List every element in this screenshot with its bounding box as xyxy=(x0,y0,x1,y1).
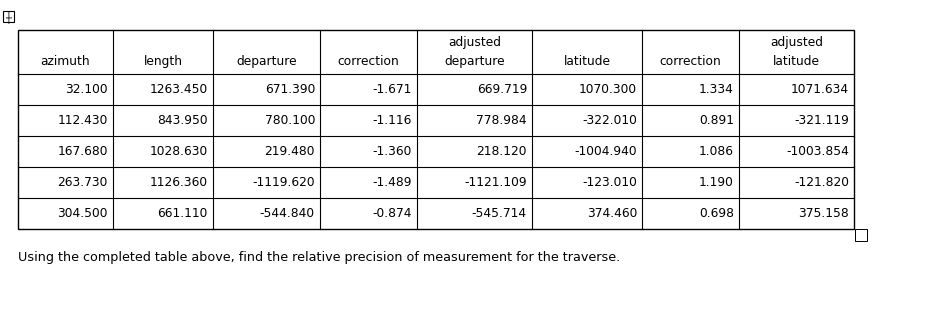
Text: -1003.854: -1003.854 xyxy=(786,145,849,158)
Text: 219.480: 219.480 xyxy=(264,145,315,158)
Text: 374.460: 374.460 xyxy=(587,207,637,220)
Text: 112.430: 112.430 xyxy=(58,114,108,127)
Text: 780.100: 780.100 xyxy=(264,114,315,127)
Text: departure: departure xyxy=(236,55,297,68)
Text: adjusted: adjusted xyxy=(448,36,501,49)
Bar xyxy=(3,11,14,22)
Text: correction: correction xyxy=(338,55,399,68)
Text: 0.891: 0.891 xyxy=(699,114,734,127)
Text: Using the completed table above, find the relative precision of measurement for : Using the completed table above, find th… xyxy=(18,250,620,263)
Text: -1.489: -1.489 xyxy=(372,176,412,189)
Text: 1.334: 1.334 xyxy=(699,83,734,96)
Text: -1.116: -1.116 xyxy=(372,114,412,127)
Text: 1071.634: 1071.634 xyxy=(790,83,849,96)
Text: 1070.300: 1070.300 xyxy=(579,83,637,96)
Text: departure: departure xyxy=(444,55,505,68)
Text: 1126.360: 1126.360 xyxy=(150,176,208,189)
Text: length: length xyxy=(143,55,182,68)
Text: -544.840: -544.840 xyxy=(260,207,315,220)
Text: 1.190: 1.190 xyxy=(699,176,734,189)
Text: -545.714: -545.714 xyxy=(472,207,527,220)
Text: 0.698: 0.698 xyxy=(699,207,734,220)
Text: -321.119: -321.119 xyxy=(794,114,849,127)
Text: 375.158: 375.158 xyxy=(798,207,849,220)
Text: -1.671: -1.671 xyxy=(372,83,412,96)
Text: 218.120: 218.120 xyxy=(477,145,527,158)
Text: -123.010: -123.010 xyxy=(582,176,637,189)
Text: adjusted: adjusted xyxy=(770,36,823,49)
Text: 1028.630: 1028.630 xyxy=(150,145,208,158)
Text: 304.500: 304.500 xyxy=(58,207,108,220)
Text: 778.984: 778.984 xyxy=(477,114,527,127)
Text: 167.680: 167.680 xyxy=(58,145,108,158)
Bar xyxy=(18,30,854,229)
Text: 669.719: 669.719 xyxy=(477,83,527,96)
Text: 661.110: 661.110 xyxy=(157,207,208,220)
Text: correction: correction xyxy=(660,55,722,68)
Text: -1121.109: -1121.109 xyxy=(465,176,527,189)
Text: -0.874: -0.874 xyxy=(372,207,412,220)
Text: -1004.940: -1004.940 xyxy=(574,145,637,158)
Text: ┼: ┼ xyxy=(5,11,11,23)
Text: latitude: latitude xyxy=(773,55,820,68)
Text: 263.730: 263.730 xyxy=(58,176,108,189)
Text: latitude: latitude xyxy=(563,55,611,68)
Text: 1263.450: 1263.450 xyxy=(150,83,208,96)
Text: -1.360: -1.360 xyxy=(372,145,412,158)
Text: 1.086: 1.086 xyxy=(699,145,734,158)
Bar xyxy=(855,229,867,241)
Text: -121.820: -121.820 xyxy=(794,176,849,189)
Text: 671.390: 671.390 xyxy=(264,83,315,96)
Text: 32.100: 32.100 xyxy=(65,83,108,96)
Text: -322.010: -322.010 xyxy=(582,114,637,127)
Text: 843.950: 843.950 xyxy=(157,114,208,127)
Text: azimuth: azimuth xyxy=(41,55,90,68)
Text: -1119.620: -1119.620 xyxy=(252,176,315,189)
